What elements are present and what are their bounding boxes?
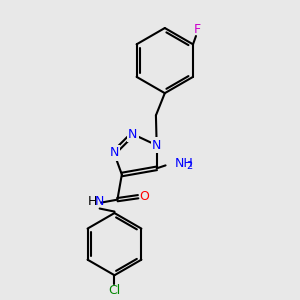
Text: H: H (88, 195, 98, 208)
Text: N: N (109, 146, 119, 159)
Text: 2: 2 (186, 161, 192, 171)
Text: N: N (152, 139, 161, 152)
Text: O: O (139, 190, 149, 203)
Text: F: F (194, 23, 201, 36)
Text: N: N (95, 195, 104, 208)
Text: NH: NH (174, 157, 193, 169)
Text: N: N (128, 128, 137, 141)
Text: Cl: Cl (108, 284, 121, 297)
